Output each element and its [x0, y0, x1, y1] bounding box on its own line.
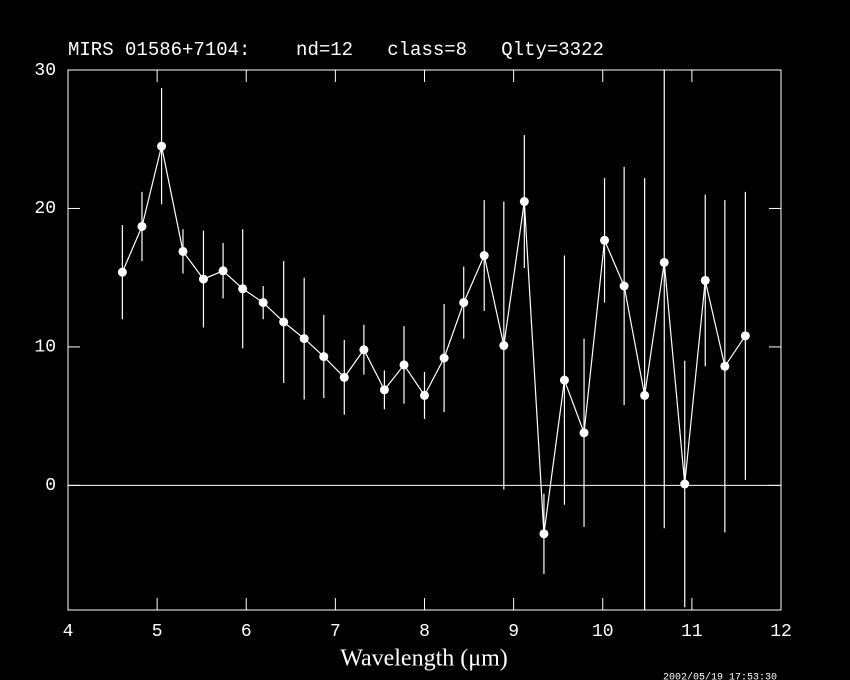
data-point: [258, 298, 268, 308]
data-point: [519, 197, 529, 207]
plot-area: [117, 70, 750, 610]
y-tick-label: 30: [34, 61, 56, 81]
plot-frame: [67, 69, 782, 611]
data-point: [600, 235, 610, 245]
data-point: [619, 281, 629, 291]
data-point: [379, 385, 389, 395]
y-tick-label: 0: [45, 476, 56, 496]
data-point: [740, 331, 750, 341]
x-tick-label: 11: [681, 622, 703, 642]
x-tick-label: 12: [770, 622, 792, 642]
data-point: [439, 353, 449, 363]
y-tick-label: 10: [34, 338, 56, 358]
data-point: [178, 246, 188, 256]
data-point: [539, 529, 549, 539]
data-point: [339, 372, 349, 382]
x-tick-label: 8: [419, 622, 430, 642]
x-tick-label: 7: [330, 622, 341, 642]
data-point: [157, 141, 167, 151]
data-point: [279, 317, 289, 327]
data-point: [319, 352, 329, 362]
x-tick-label: 6: [241, 622, 252, 642]
data-point: [659, 257, 669, 267]
data-point: [137, 221, 147, 231]
data-point: [420, 390, 429, 400]
x-tick-label: 4: [63, 622, 74, 642]
x-axis-label: Wavelength (μm): [340, 646, 508, 672]
x-tick-label: 10: [592, 622, 614, 642]
data-line: [121, 146, 746, 534]
data-point: [640, 390, 650, 400]
x-tick-label: 9: [508, 622, 519, 642]
data-point: [238, 284, 248, 294]
x-tick-label: 5: [152, 622, 163, 642]
data-point: [499, 341, 509, 351]
data-point: [459, 298, 469, 308]
data-point: [700, 275, 710, 285]
data-point: [579, 428, 589, 438]
data-point: [198, 274, 208, 284]
data-point: [359, 345, 369, 355]
data-point: [117, 267, 127, 277]
chart-title: MIRS 01586+7104: nd=12 class=8 Qlty=3322: [68, 39, 604, 61]
data-point: [218, 266, 228, 276]
data-point: [720, 361, 730, 371]
data-point: [479, 251, 489, 261]
timestamp: 2002/05/19 17:53:30: [663, 672, 777, 680]
data-point: [559, 375, 569, 385]
data-point: [399, 360, 409, 370]
data-point: [299, 334, 309, 344]
y-tick-label: 20: [34, 199, 56, 219]
data-point: [680, 479, 690, 489]
